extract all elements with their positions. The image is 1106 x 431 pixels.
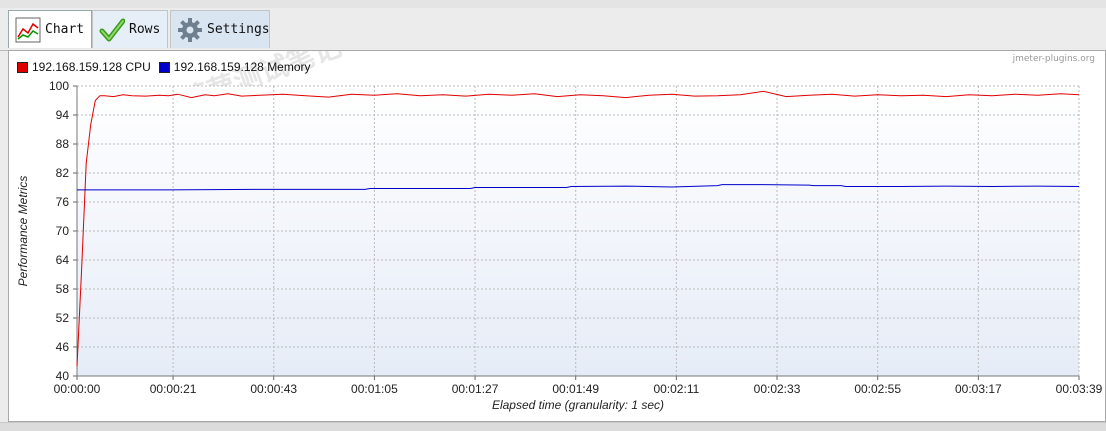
legend-swatch-memory	[158, 61, 170, 73]
x-tick-label: 00:03:17	[955, 382, 1002, 396]
y-tick-label: 46	[56, 340, 70, 354]
chart-icon	[15, 17, 41, 43]
x-tick-label: 00:01:27	[452, 382, 499, 396]
x-tick-label: 00:00:43	[250, 382, 297, 396]
x-tick-label: 00:03:39	[1056, 382, 1103, 396]
tab-chart-label: Chart	[45, 22, 85, 37]
chart-panel: 小菠萝测试笔记小菠萝测试笔记小菠萝测试笔记小菠萝测试笔记小菠萝测试笔记 4046…	[8, 50, 1106, 422]
x-tick-label: 00:02:33	[754, 382, 801, 396]
tab-settings[interactable]: Settings	[170, 10, 270, 48]
checkmark-icon	[99, 17, 126, 43]
legend-label-cpu: 192.168.159.128 CPU	[32, 60, 151, 74]
y-tick-label: 52	[56, 311, 70, 325]
y-tick-label: 100	[49, 79, 69, 93]
legend-label-memory: 192.168.159.128 Memory	[173, 60, 311, 74]
y-tick-label: 76	[56, 195, 70, 209]
x-axis-label: Elapsed time (granularity: 1 sec)	[492, 398, 664, 412]
y-tick-label: 58	[56, 282, 70, 296]
x-tick-label: 00:01:49	[552, 382, 599, 396]
legend-item-memory: 192.168.159.128 Memory	[158, 60, 311, 74]
x-tick-label: 00:01:05	[351, 382, 398, 396]
y-tick-label: 40	[56, 369, 70, 383]
credit-text: jmeter-plugins.org	[1012, 54, 1095, 64]
x-tick-label: 00:02:55	[854, 382, 901, 396]
tab-rows[interactable]: Rows	[92, 10, 168, 48]
y-axis-label: Performance Metrics	[16, 176, 30, 287]
legend-swatch-cpu	[17, 61, 28, 73]
tab-rows-label: Rows	[129, 22, 161, 37]
series-line-cpu	[76, 90, 1080, 367]
gear-icon	[177, 17, 203, 43]
window-bottom-strip	[0, 422, 1106, 431]
y-tick-label: 82	[56, 166, 70, 180]
x-tick-label: 00:02:11	[653, 382, 699, 396]
legend-item-cpu: 192.168.159.128 CPU	[17, 60, 151, 74]
x-tick-label: 00:00:00	[54, 382, 101, 396]
y-tick-label: 88	[56, 137, 70, 151]
y-tick-label: 64	[56, 253, 70, 267]
performance-chart: 小菠萝测试笔记小菠萝测试笔记小菠萝测试笔记小菠萝测试笔记小菠萝测试笔记 4046…	[16, 51, 1103, 412]
tab-bar: Chart Rows	[0, 8, 1106, 51]
series-line-memory	[77, 184, 1080, 191]
tab-settings-label: Settings	[207, 22, 270, 37]
y-tick-label: 70	[56, 224, 70, 238]
tab-chart[interactable]: Chart	[8, 10, 92, 48]
y-tick-label: 94	[56, 108, 70, 122]
x-tick-label: 00:00:21	[150, 382, 197, 396]
legend: 192.168.159.128 CPU 192.168.159.128 Memo…	[17, 60, 311, 74]
